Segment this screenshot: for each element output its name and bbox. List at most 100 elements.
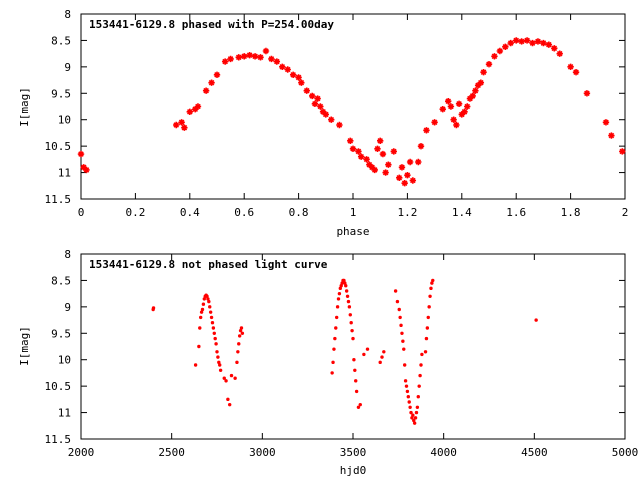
data-point [447, 103, 455, 110]
data-point [151, 306, 156, 310]
data-point [424, 336, 429, 341]
data-point [229, 373, 234, 378]
data-point [355, 148, 362, 155]
data-point [206, 297, 210, 301]
data-point [401, 339, 405, 343]
data-point [398, 315, 402, 320]
data-point [317, 103, 324, 110]
data-point [416, 395, 420, 399]
x-tick-label: 0.4 [180, 206, 200, 219]
data-point [246, 52, 253, 59]
data-point [474, 82, 482, 89]
data-point [337, 291, 342, 296]
tick-layer: 2000 2500 3000 3500 4000 4500 5000 8 8.5 9 9.5 10 10… [45, 248, 639, 459]
y-tick-label: 10.5 [45, 380, 72, 393]
data-point [417, 142, 425, 150]
data-point [331, 360, 335, 365]
data-point [453, 121, 460, 129]
data-point [336, 297, 341, 301]
data-point [197, 344, 201, 349]
data-point [227, 402, 232, 407]
data-point [268, 55, 275, 63]
data-point [556, 50, 563, 57]
data-point [377, 137, 384, 145]
data-point [430, 281, 434, 285]
y-tick-label: 8.5 [51, 34, 71, 47]
data-point [218, 368, 223, 372]
data-point [207, 299, 211, 304]
data-point [210, 321, 215, 325]
data-point [213, 71, 221, 78]
data-point [378, 360, 382, 365]
data-point [348, 313, 352, 317]
y-tick-label: 9.5 [51, 87, 71, 100]
data-point [368, 164, 376, 171]
data-point [414, 410, 419, 415]
x-tick-label: 2 [622, 206, 629, 219]
data-point [226, 397, 230, 402]
data-series [77, 37, 626, 187]
data-point [545, 41, 553, 48]
data-point [496, 47, 504, 55]
data-point [202, 87, 210, 94]
data-point [397, 307, 401, 312]
data-point [351, 336, 355, 341]
data-point [534, 318, 538, 322]
data-point [395, 299, 400, 304]
data-point [208, 305, 212, 309]
data-point [347, 137, 354, 145]
data-point [518, 38, 525, 45]
plot-frame [80, 253, 626, 440]
data-point [466, 95, 474, 102]
data-point [251, 53, 259, 60]
data-point [410, 416, 414, 420]
data-point [354, 379, 358, 383]
data-point [413, 416, 418, 420]
data-point [198, 326, 202, 330]
data-point [480, 68, 487, 76]
data-point [425, 326, 430, 330]
phased-light-curve-panel: 0 0.2 0.4 0.6 0.8 1 1.2 1.4 1.6 1.8 2 8 8.5 9 9.5 10 10.… [18, 8, 628, 238]
data-point [330, 371, 334, 375]
y-tick-label: 9.5 [51, 327, 71, 340]
x-tick-label: 4000 [430, 446, 457, 459]
data-point [200, 307, 205, 312]
data-point [212, 331, 216, 335]
data-point [209, 315, 214, 320]
data-point [344, 284, 348, 288]
data-point [398, 164, 406, 171]
data-point [295, 74, 302, 81]
x-tick-label: 0.6 [234, 206, 254, 219]
data-point [319, 108, 327, 115]
data-point [365, 347, 370, 351]
data-point [335, 305, 340, 309]
data-point [222, 376, 226, 380]
y-tick-label: 11.5 [45, 193, 72, 206]
data-point [445, 98, 452, 105]
data-point [382, 350, 386, 354]
data-point [358, 402, 362, 407]
x-tick-label: 1 [350, 206, 357, 219]
data-point [551, 45, 558, 52]
data-point [208, 310, 213, 314]
data-point [235, 54, 242, 61]
unphased-light-curve-panel: 2000 2500 3000 3500 4000 4500 5000 8 8.5 9 9.5 10 10… [18, 248, 638, 477]
data-point [529, 39, 536, 47]
data-point [192, 105, 199, 113]
data-point [202, 297, 207, 301]
data-point [186, 108, 193, 115]
data-point [353, 368, 357, 372]
data-point [477, 79, 485, 86]
data-point [198, 315, 203, 320]
data-point [491, 53, 498, 60]
x-tick-label: 1.4 [452, 206, 472, 219]
x-tick-label: 0.2 [125, 206, 145, 219]
data-point [382, 169, 389, 176]
data-point [352, 358, 356, 362]
data-point [427, 305, 431, 309]
data-point [400, 331, 404, 335]
data-point [412, 421, 417, 425]
x-tick-label: 1.6 [506, 206, 526, 219]
data-point [385, 161, 392, 168]
data-point [402, 363, 407, 367]
